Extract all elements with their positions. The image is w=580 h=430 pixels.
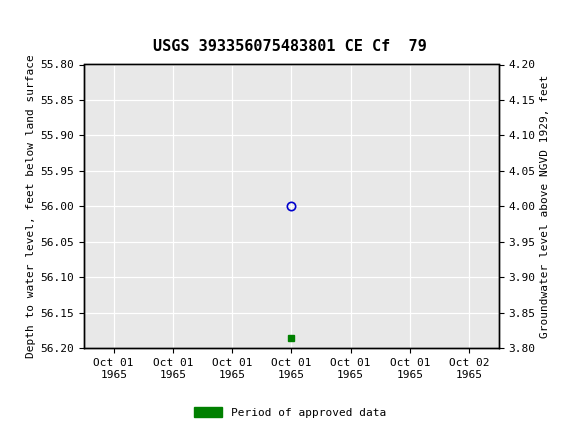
Text: USGS 393356075483801 CE Cf  79: USGS 393356075483801 CE Cf 79	[153, 39, 427, 54]
Y-axis label: Groundwater level above NGVD 1929, feet: Groundwater level above NGVD 1929, feet	[539, 75, 550, 338]
Y-axis label: Depth to water level, feet below land surface: Depth to water level, feet below land su…	[27, 55, 37, 358]
Text: USGS: USGS	[42, 9, 85, 27]
Legend: Period of approved data: Period of approved data	[190, 403, 390, 422]
Text: ☒: ☒	[7, 8, 24, 27]
